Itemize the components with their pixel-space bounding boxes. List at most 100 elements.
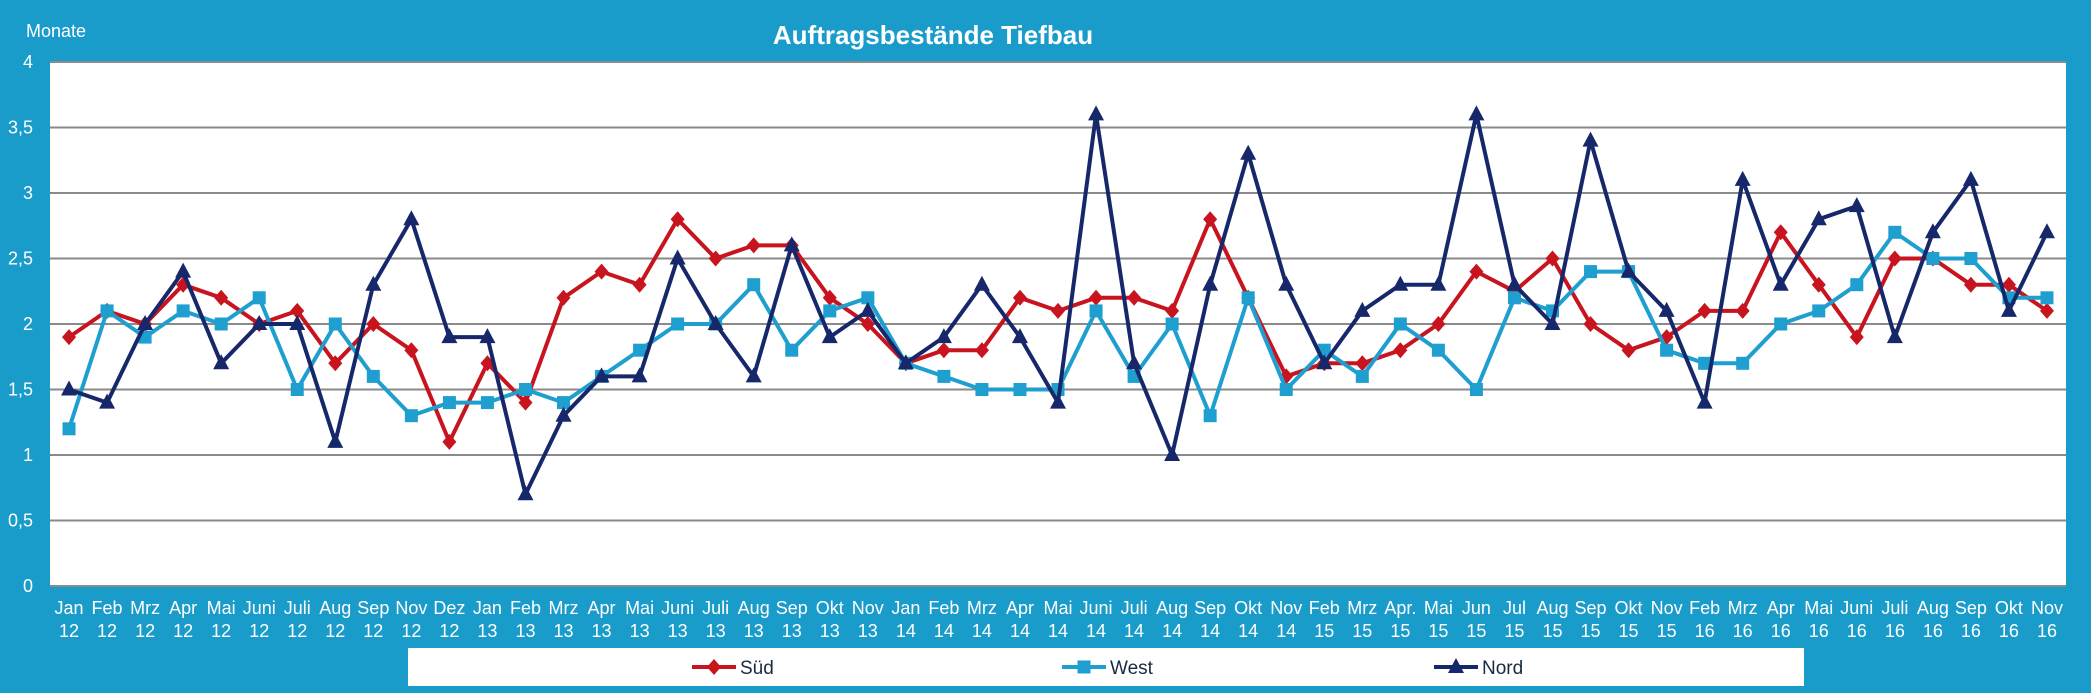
x-tick-month: Aug (1536, 598, 1568, 618)
x-tick-month: Apr (169, 598, 197, 618)
data-point (441, 328, 458, 344)
data-point (1810, 210, 1827, 226)
x-tick-month: Sep (1575, 598, 1607, 618)
x-tick-year: 12 (211, 621, 231, 641)
data-point (1431, 343, 1445, 357)
data-point (1013, 383, 1027, 396)
data-point (669, 249, 686, 265)
data-point (973, 275, 990, 291)
x-tick-month: Juni (1080, 598, 1113, 618)
x-tick-year: 13 (553, 621, 573, 641)
y-tick-label: 0,5 (8, 511, 33, 531)
data-point (974, 342, 989, 359)
data-point (937, 369, 951, 383)
x-tick-month: Feb (928, 598, 959, 618)
data-point (1697, 302, 1712, 319)
y-tick-label: 3,5 (8, 118, 33, 138)
x-tick-month: Okt (1234, 598, 1262, 618)
data-point (404, 409, 418, 423)
data-point (517, 485, 534, 501)
x-tick-month: Mrz (1347, 598, 1377, 618)
x-tick-month: Aug (1156, 598, 1188, 618)
data-point (1620, 262, 1637, 278)
x-tick-month: Nov (1651, 598, 1683, 618)
data-point (1583, 316, 1598, 332)
data-point (975, 383, 989, 396)
x-tick-month: Mai (1043, 598, 1072, 618)
x-tick-year: 12 (173, 621, 193, 641)
data-point (1203, 211, 1218, 228)
x-tick-year: 14 (1200, 621, 1220, 641)
x-tick-month: Aug (738, 598, 770, 618)
data-point (1164, 446, 1181, 461)
data-point (366, 369, 380, 383)
data-point (1850, 278, 1864, 292)
x-tick-year: 12 (439, 621, 459, 641)
data-point (2000, 301, 2017, 317)
data-point (328, 317, 342, 331)
data-point (861, 291, 875, 305)
data-point (555, 406, 572, 422)
x-tick-month: Nov (852, 598, 884, 618)
x-tick-year: 12 (287, 621, 307, 641)
x-tick-month: Mai (207, 598, 236, 618)
data-point (1736, 356, 1750, 370)
x-tick-year: 16 (1961, 621, 1981, 641)
x-tick-year: 14 (896, 621, 916, 641)
series-layer (61, 105, 2055, 501)
data-point (1926, 252, 1940, 265)
data-point (1165, 302, 1180, 319)
data-point (1316, 354, 1333, 370)
data-point (897, 354, 914, 370)
data-point (365, 275, 382, 291)
x-tick-year: 14 (1048, 621, 1068, 641)
x-tick-month: Aug (1917, 598, 1949, 618)
series-nord (61, 105, 2055, 501)
data-point (1848, 197, 1865, 213)
x-tick-month: Feb (1309, 598, 1340, 618)
x-tick-year: 14 (1124, 621, 1144, 641)
data-point (1734, 170, 1751, 186)
data-point (289, 315, 306, 330)
x-tick-month: Juni (661, 598, 694, 618)
x-tick-month: Sep (1955, 598, 1987, 618)
y-tick-label: 1 (23, 445, 33, 465)
data-point (1203, 409, 1217, 423)
legend-marker (707, 659, 721, 675)
data-point (1392, 275, 1409, 291)
x-tick-year: 15 (1428, 621, 1448, 641)
x-tick-month: Nov (395, 598, 427, 618)
data-point (859, 301, 876, 317)
x-tick-year: 12 (363, 621, 383, 641)
data-point (1393, 342, 1408, 359)
data-point (1658, 301, 1675, 317)
x-tick-month: Apr (588, 598, 616, 618)
x-tick-month: Sep (1194, 598, 1226, 618)
x-tick-month: Mrz (967, 598, 997, 618)
x-tick-year: 12 (401, 621, 421, 641)
legend: Süd West Nord (692, 658, 1523, 679)
data-point (214, 289, 229, 306)
x-tick-year: 14 (1010, 621, 1030, 641)
data-point (1506, 275, 1523, 291)
y-tick-label: 1,5 (8, 380, 33, 400)
x-tick-year: 15 (1352, 621, 1372, 641)
data-point (251, 315, 268, 330)
data-point (1886, 328, 1903, 344)
data-point (1849, 329, 1864, 346)
data-point (328, 355, 343, 372)
x-tick-year: 14 (1238, 621, 1258, 641)
x-tick-month: Feb (1689, 598, 1720, 618)
data-point (1698, 356, 1712, 370)
data-point (1354, 301, 1371, 317)
x-tick-month: Apr (1006, 598, 1034, 618)
x-tick-year: 13 (782, 621, 802, 641)
x-tick-month: Jul (1503, 598, 1526, 618)
x-tick-month: Mrz (1728, 598, 1758, 618)
data-point (327, 432, 344, 448)
data-point (935, 328, 952, 344)
x-tick-month: Mai (625, 598, 654, 618)
data-point (137, 315, 154, 330)
data-point (214, 317, 228, 331)
x-tick-year: 15 (1619, 621, 1639, 641)
